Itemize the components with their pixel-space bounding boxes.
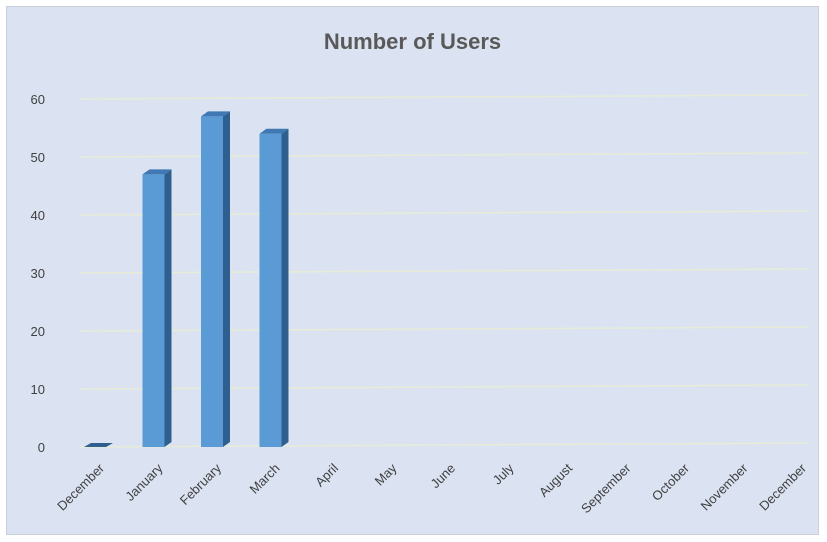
x-tick-label: December	[756, 460, 809, 513]
x-tick-label: September	[578, 460, 634, 516]
x-tick-label: August	[536, 460, 575, 499]
x-tick-label: July	[490, 460, 517, 487]
gridline	[78, 384, 808, 390]
gridline	[78, 326, 808, 332]
bar-top	[142, 169, 172, 175]
y-tick-label: 30	[31, 266, 45, 281]
bar-top	[201, 111, 230, 117]
bar-side	[164, 169, 172, 447]
x-tick-label: June	[428, 461, 459, 492]
x-tick-label: March	[246, 461, 282, 497]
y-tick-label: 40	[31, 208, 45, 223]
y-tick-label: 0	[38, 440, 45, 455]
x-tick-label: April	[312, 460, 341, 489]
gridline	[78, 210, 808, 216]
chart-title: Number of Users	[323, 29, 502, 54]
bar-side	[281, 128, 289, 448]
x-tick-label: February	[177, 460, 225, 508]
chart-plot: 0 10 20 30 40 50 60 December January February Marc…	[31, 92, 810, 516]
x-tick-label: November	[698, 460, 751, 513]
x-tick-label: December	[54, 460, 107, 513]
bar-top	[259, 128, 289, 134]
x-tick-label: January	[122, 460, 166, 504]
chart-area: Number of Users 0 10 20 30 40 50 60 December Jan…	[6, 6, 819, 535]
bar	[201, 116, 223, 448]
gridline	[78, 94, 808, 100]
bar	[142, 174, 165, 447]
gridline	[78, 152, 808, 158]
y-tick-label: 10	[31, 382, 45, 397]
y-tick-label: 60	[31, 92, 45, 107]
y-tick-label: 50	[31, 150, 45, 165]
x-tick-label: October	[649, 460, 693, 504]
y-tick-label: 20	[31, 324, 45, 339]
gridline	[78, 268, 808, 274]
x-tick-label: May	[372, 460, 400, 488]
bar	[259, 133, 282, 448]
bar-base	[84, 443, 113, 447]
gridline	[78, 442, 808, 448]
bar-side	[223, 111, 230, 448]
